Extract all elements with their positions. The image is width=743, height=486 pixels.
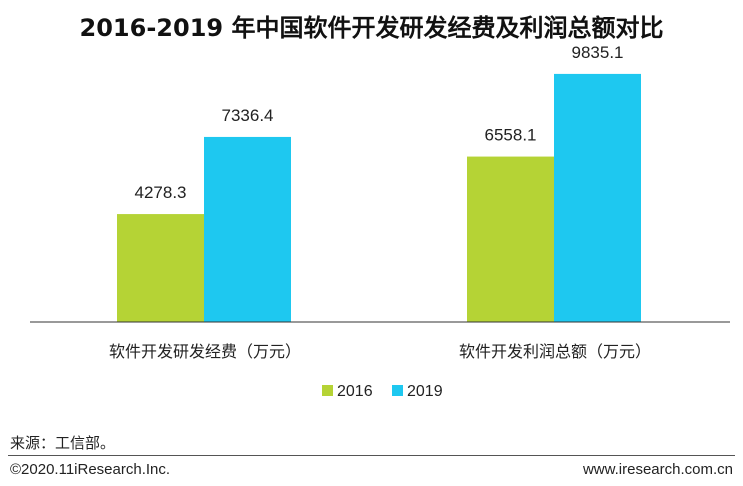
category-label: 软件开发研发经费（万元）	[109, 342, 301, 361]
legend: 2016 2019	[322, 383, 443, 400]
legend-swatch-2019	[392, 385, 403, 396]
copyright-text: ©2020.11iResearch.Inc.	[10, 461, 171, 478]
legend-label: 2019	[407, 383, 443, 400]
website-link[interactable]: www.iresearch.com.cn	[582, 461, 733, 478]
value-label: 7336.4	[222, 106, 274, 125]
value-label: 9835.1	[572, 43, 624, 62]
value-label: 6558.1	[485, 126, 537, 145]
legend-label: 2016	[337, 383, 373, 400]
chart-title: 2016-2019 年中国软件开发研发经费及利润总额对比	[79, 14, 664, 42]
value-labels-group: 4278.3 7336.4 6558.1 9835.1	[135, 43, 624, 202]
bar-2019-2	[554, 73, 641, 323]
footer-divider	[8, 455, 735, 456]
bar-2019-1	[204, 136, 291, 322]
legend-swatch-2016	[322, 385, 333, 396]
value-label: 4278.3	[135, 183, 187, 202]
category-labels-group: 软件开发研发经费（万元） 软件开发利润总额（万元）	[109, 342, 651, 361]
bar-2016-1	[117, 214, 204, 322]
bar-2016-2	[467, 156, 554, 322]
source-note: 来源：工信部。	[10, 434, 116, 452]
bars-group	[117, 73, 641, 323]
category-label: 软件开发利润总额（万元）	[459, 342, 651, 361]
